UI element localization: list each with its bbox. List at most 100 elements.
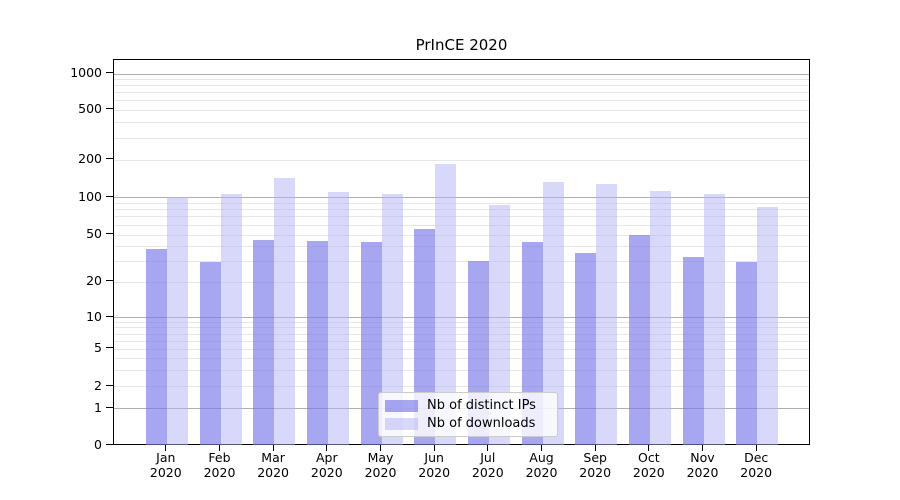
bar-distinct-ips — [575, 252, 597, 446]
x-tick-label: Jan 2020 — [136, 450, 196, 480]
y-tick-label: 1000 — [70, 65, 102, 81]
x-tick-year: 2020 — [740, 465, 773, 480]
x-tick-mark — [218, 445, 221, 451]
y-tick-mark — [106, 384, 113, 386]
bar-distinct-ips — [253, 239, 275, 446]
minor-gridline — [114, 327, 809, 329]
legend-swatch-downloads-icon — [385, 417, 418, 430]
y-tick-mark — [106, 406, 113, 408]
y-tick-mark — [106, 72, 113, 74]
y-tick-mark — [106, 279, 113, 282]
y-tick-mark — [106, 108, 113, 110]
x-tick-month: Jan — [156, 450, 176, 465]
x-tick-month: Sep — [583, 450, 607, 465]
x-tick-month: Nov — [690, 450, 715, 465]
y-tick-label: 200 — [78, 151, 102, 167]
x-tick-year: 2020 — [203, 465, 236, 480]
plot-area — [113, 59, 810, 446]
major-gridline — [114, 197, 809, 199]
y-tick-label: 50 — [86, 226, 102, 241]
x-tick-label: Mar 2020 — [243, 450, 303, 480]
x-tick-month: Aug — [529, 450, 554, 465]
bar-distinct-ips — [145, 248, 167, 446]
x-tick-mark — [433, 445, 435, 451]
chart-title: PrInCE 2020 — [415, 36, 508, 54]
y-tick-mark — [106, 347, 113, 349]
x-tick-month: Jun — [424, 450, 444, 465]
x-tick-label: Jul 2020 — [458, 450, 518, 480]
x-tick-month: Feb — [208, 450, 231, 465]
minor-gridline — [114, 209, 809, 211]
bar-downloads — [596, 184, 618, 446]
bar-downloads — [488, 204, 510, 446]
y-tick-label: 0 — [94, 436, 102, 452]
bar-downloads — [649, 191, 671, 446]
legend-label-distinct-ips: Nb of distinct IPs — [427, 398, 536, 413]
x-tick-mark — [701, 445, 704, 451]
y-tick-mark — [106, 195, 113, 197]
x-tick-month: Oct — [637, 450, 660, 465]
minor-gridline — [114, 245, 809, 247]
bar-downloads — [166, 197, 188, 446]
minor-gridline — [114, 281, 809, 283]
legend-item-downloads: Nb of downloads — [385, 416, 551, 431]
y-tick-mark — [106, 158, 113, 160]
x-tick-year: 2020 — [632, 465, 665, 480]
x-tick-label: Oct 2020 — [619, 450, 679, 480]
x-tick-year: 2020 — [686, 465, 719, 480]
x-tick-label: Jun 2020 — [404, 450, 464, 480]
x-tick-label: Dec 2020 — [726, 450, 786, 480]
bar-distinct-ips — [736, 262, 758, 446]
minor-gridline — [114, 216, 809, 218]
minor-gridline — [114, 260, 809, 262]
x-tick-mark — [594, 445, 596, 451]
bar-downloads — [381, 193, 403, 446]
minor-gridline — [114, 159, 809, 161]
y-tick-mark — [106, 315, 113, 317]
bar-downloads — [274, 178, 296, 446]
x-tick-label: Nov 2020 — [673, 450, 733, 480]
bar-distinct-ips — [306, 241, 328, 446]
x-tick-month: May — [367, 450, 394, 465]
x-tick-label: Sep 2020 — [565, 450, 625, 480]
y-tick-label: 10 — [86, 308, 102, 324]
x-tick-year: 2020 — [579, 465, 612, 480]
minor-gridline — [114, 386, 809, 388]
bar-distinct-ips — [199, 262, 221, 446]
bar-downloads — [435, 164, 457, 446]
x-tick-mark — [326, 445, 328, 451]
x-tick-year: 2020 — [471, 465, 504, 480]
bar-downloads — [220, 194, 242, 446]
legend-swatch-distinct-ips-icon — [385, 399, 418, 412]
bar-distinct-ips — [414, 229, 436, 446]
minor-gridline — [114, 92, 809, 94]
bar-distinct-ips — [360, 242, 382, 446]
x-tick-mark — [648, 445, 650, 451]
bar-downloads — [703, 194, 725, 446]
bar-downloads — [327, 192, 349, 446]
minor-gridline — [114, 357, 809, 359]
bar-distinct-ips — [682, 257, 704, 446]
x-tick-year: 2020 — [525, 465, 558, 480]
x-tick-month: Dec — [744, 450, 769, 465]
x-tick-month: Mar — [261, 450, 285, 465]
x-tick-mark — [755, 445, 757, 451]
major-gridline — [114, 73, 809, 75]
y-tick-mark — [106, 443, 113, 445]
y-tick-label: 1 — [94, 399, 102, 415]
legend-label-downloads: Nb of downloads — [427, 416, 536, 431]
minor-gridline — [114, 322, 809, 323]
y-tick-label: 20 — [86, 273, 102, 288]
x-tick-year: 2020 — [310, 465, 343, 480]
x-tick-mark — [165, 445, 167, 451]
x-tick-year: 2020 — [364, 465, 397, 480]
x-tick-label: Apr 2020 — [297, 450, 357, 480]
x-tick-mark — [487, 445, 489, 451]
x-tick-label: May 2020 — [351, 450, 411, 480]
minor-gridline — [114, 369, 809, 371]
bar-downloads — [757, 206, 779, 446]
x-tick-mark — [540, 445, 543, 451]
y-tick-label: 500 — [78, 101, 102, 117]
minor-gridline — [114, 224, 809, 226]
